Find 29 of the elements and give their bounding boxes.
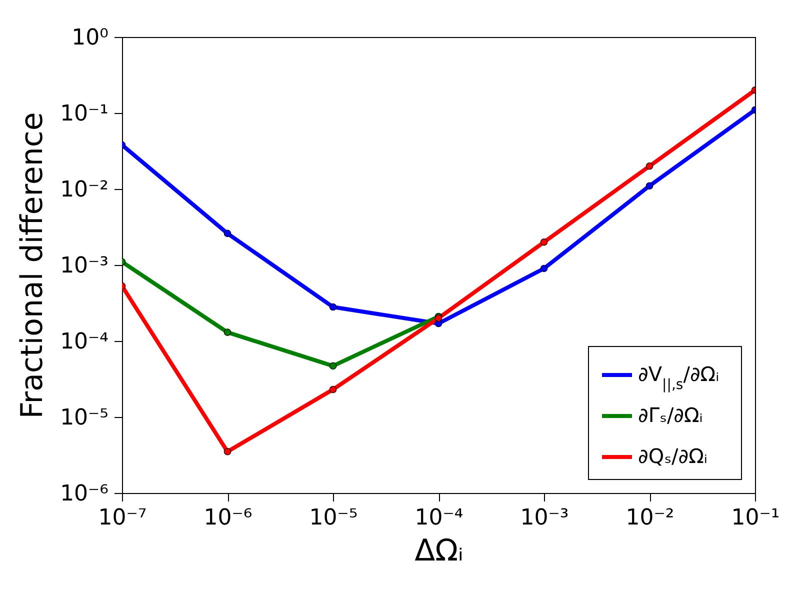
x-tick-label: 10⁻⁵	[309, 506, 358, 530]
point	[224, 230, 232, 238]
point	[224, 448, 232, 456]
point	[646, 162, 654, 170]
x-tick-label: 10⁻³	[520, 506, 569, 530]
legend-label: ∂V$_{||,s}$/∂Ωᵢ	[638, 362, 720, 393]
y-tick-label: 10⁻⁵	[60, 406, 108, 430]
x-tick-label: 10⁻⁶	[204, 506, 252, 530]
y-tick-label: 10⁰	[72, 26, 109, 50]
point	[224, 328, 232, 336]
y-axis-title: Fractional difference	[15, 112, 50, 419]
point	[329, 303, 337, 311]
y-tick-label: 10⁻⁴	[60, 330, 109, 354]
legend-label: ∂Qₛ/∂Ωᵢ	[638, 444, 708, 468]
point	[646, 182, 654, 190]
x-axis-title: ΔΩᵢ	[414, 534, 464, 568]
x-tick-label: 10⁻²	[626, 506, 674, 530]
point	[329, 362, 337, 370]
point	[329, 386, 337, 394]
point	[540, 264, 548, 272]
legend-label: ∂Γₛ/∂Ωᵢ	[638, 403, 703, 427]
x-tick-label: 10⁻⁷	[98, 506, 147, 530]
y-tick-label: 10⁻⁶	[60, 482, 109, 506]
x-tick-label: 10⁻¹	[731, 506, 780, 530]
point	[540, 238, 548, 246]
x-tick-label: 10⁻⁴	[414, 506, 464, 530]
y-tick-label: 10⁻¹	[60, 102, 108, 126]
y-tick-label: 10⁻³	[60, 254, 108, 278]
y-tick-label: 10⁻²	[60, 178, 108, 202]
